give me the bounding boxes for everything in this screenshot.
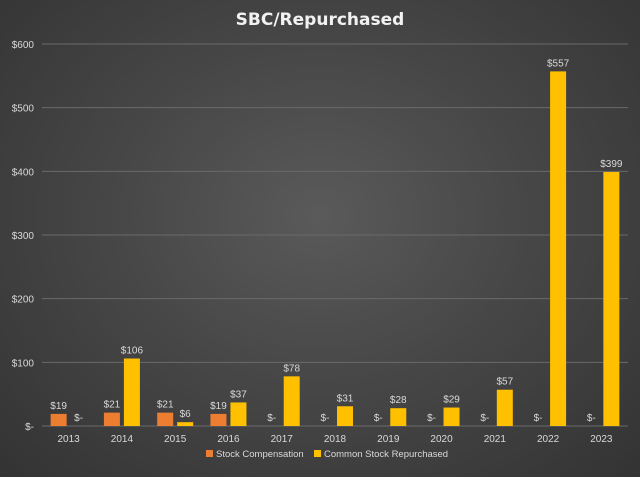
- x-tick-label: 2016: [217, 434, 240, 445]
- legend: Stock Compensation Common Stock Repurchas…: [206, 449, 448, 460]
- data-label: $6: [180, 409, 192, 420]
- bar-stock-compensation: [210, 413, 227, 426]
- bar-stock-repurchased: [603, 171, 620, 426]
- data-label: $19: [50, 401, 67, 412]
- chart-title: SBC/Repurchased: [236, 10, 405, 30]
- x-tick-label: 2020: [430, 434, 453, 445]
- bar-stock-repurchased: [123, 358, 140, 426]
- data-label: $-: [587, 413, 596, 424]
- y-tick-label: $600: [12, 40, 35, 51]
- legend-label: Common Stock Repurchased: [324, 449, 448, 460]
- data-label: $106: [121, 346, 144, 357]
- data-label: $21: [157, 400, 174, 411]
- y-tick-label: $-: [25, 422, 34, 433]
- data-label: $-: [74, 413, 83, 424]
- bar-stock-repurchased: [496, 389, 513, 426]
- bar-stock-repurchased: [443, 407, 460, 426]
- bar-stock-compensation: [157, 412, 174, 426]
- data-label: $399: [600, 159, 623, 170]
- data-label: $-: [480, 413, 489, 424]
- bar-stock-repurchased: [390, 408, 407, 426]
- bar-stock-compensation: [50, 413, 67, 426]
- y-tick-label: $200: [12, 295, 35, 306]
- x-axis: 2013 2014 2015 2016 2017 2018 2019 2020 2021 2022…: [58, 434, 613, 445]
- data-label: $21: [104, 400, 121, 411]
- data-label: $29: [443, 395, 460, 406]
- x-tick-label: 2023: [590, 434, 613, 445]
- data-label: $31: [337, 393, 354, 404]
- bar-stock-compensation: [103, 412, 120, 426]
- data-label: $78: [283, 363, 300, 374]
- data-label: $-: [267, 413, 276, 424]
- data-label: $19: [210, 401, 227, 412]
- data-label: $-: [321, 413, 330, 424]
- data-labels: $19$-$21$106$21$6$19$37$-$78$-$31$-$28$-…: [50, 58, 623, 424]
- x-tick-label: 2015: [164, 434, 187, 445]
- y-tick-label: $400: [12, 167, 35, 178]
- data-label: $28: [390, 395, 407, 406]
- data-label: $37: [230, 389, 247, 400]
- y-tick-label: $100: [12, 358, 35, 369]
- y-tick-label: $500: [12, 104, 35, 115]
- data-label: $57: [496, 377, 513, 388]
- legend-swatch: [314, 450, 321, 457]
- bar-stock-repurchased: [177, 422, 194, 426]
- bar-stock-repurchased: [337, 406, 353, 426]
- data-label: $-: [427, 413, 436, 424]
- bar-stock-repurchased: [283, 376, 300, 426]
- x-tick-label: 2021: [484, 434, 507, 445]
- x-tick-label: 2014: [111, 434, 134, 445]
- data-label: $-: [534, 413, 543, 424]
- x-tick-label: 2017: [271, 434, 294, 445]
- bars: [50, 71, 620, 427]
- y-axis: $- $100 $200 $300 $400 $500 $600: [12, 40, 35, 433]
- y-tick-label: $300: [12, 231, 35, 242]
- x-tick-label: 2018: [324, 434, 347, 445]
- x-tick-label: 2019: [377, 434, 400, 445]
- bar-stock-repurchased: [230, 402, 247, 426]
- bar-stock-repurchased: [550, 71, 567, 427]
- data-label: $-: [374, 413, 383, 424]
- x-tick-label: 2022: [537, 434, 560, 445]
- legend-swatch: [206, 450, 213, 457]
- data-label: $557: [547, 58, 570, 69]
- legend-label: Stock Compensation: [216, 449, 304, 460]
- x-tick-label: 2013: [58, 434, 81, 445]
